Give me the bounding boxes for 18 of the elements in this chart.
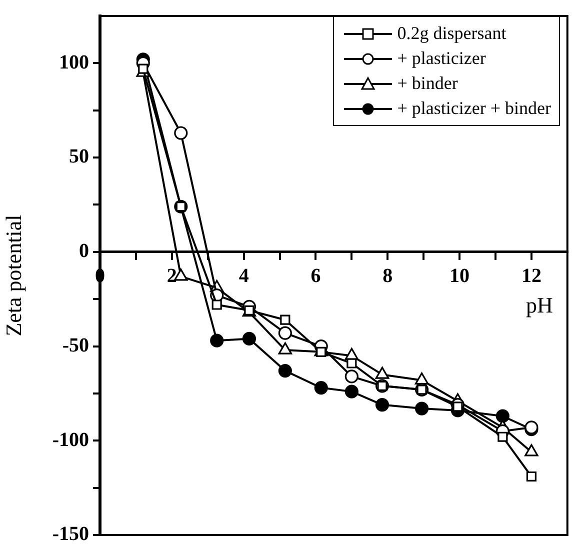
y-tick-label: -50 <box>62 334 89 356</box>
y-tick-label: 50 <box>69 146 89 168</box>
legend-label: 0.2g dispersant <box>397 22 506 45</box>
x-tick-label: 12 <box>521 265 542 288</box>
x-tick-label: 8 <box>382 265 393 288</box>
x-tick-label: 2 <box>166 265 177 288</box>
y-tick-label: -100 <box>52 428 89 451</box>
x-tick-label: 6 <box>310 265 321 288</box>
legend-label: + binder <box>397 72 458 95</box>
y-tick-label: -150 <box>52 523 89 546</box>
legend-label: + plasticizer + binder <box>397 97 551 120</box>
x-axis-title: pH <box>526 292 553 318</box>
x-tick-label: 4 <box>238 265 249 288</box>
y-tick-label: 0 <box>79 240 89 262</box>
y-tick-label: 100 <box>59 51 89 74</box>
y-axis-title: Zeta potential <box>0 214 26 336</box>
legend-label: + plasticizer <box>397 47 486 70</box>
x-tick-label: 10 <box>450 265 470 288</box>
